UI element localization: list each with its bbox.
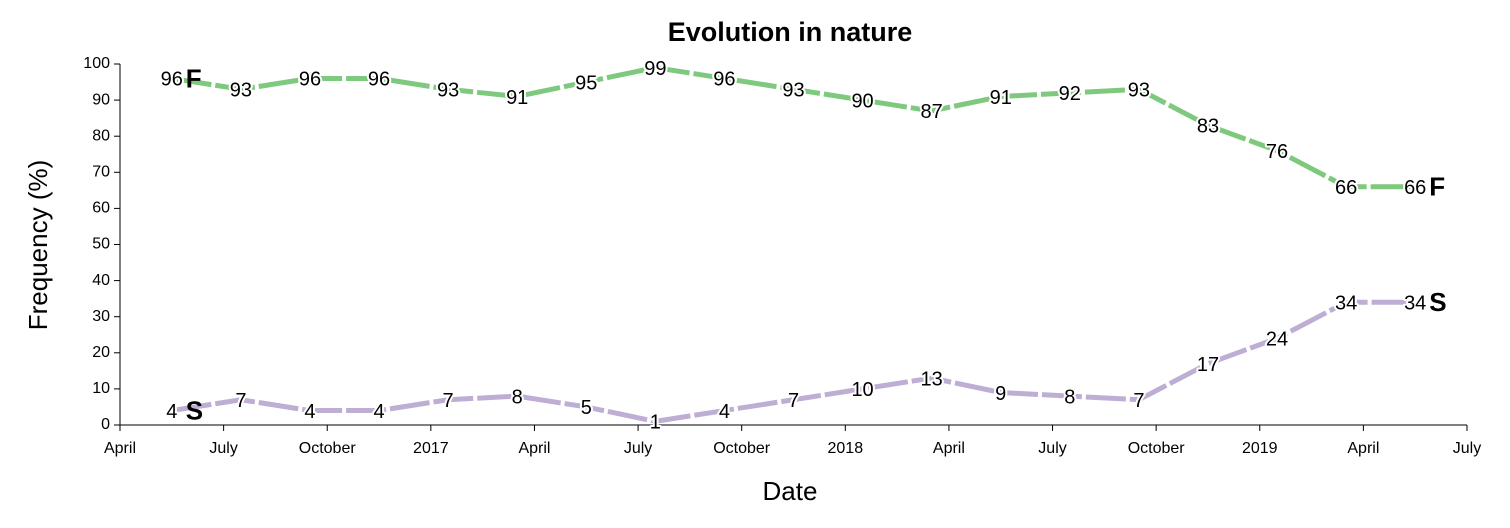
series-line: [171, 65, 1416, 190]
value-label: 93: [782, 80, 804, 102]
y-tick-label: 80: [92, 127, 110, 144]
x-tick-label: 2019: [1242, 440, 1278, 457]
y-tick-label: 0: [101, 416, 110, 433]
value-label: 17: [1197, 354, 1219, 376]
chart-title: Evolution in nature: [668, 17, 913, 47]
x-tick-label: July: [1038, 440, 1066, 457]
x-tick-label: October: [1128, 440, 1186, 457]
value-label: 1: [650, 412, 661, 434]
value-label: 93: [437, 80, 459, 102]
x-tick-label: October: [299, 440, 357, 457]
value-label: 93: [1128, 80, 1150, 102]
value-label: 13: [921, 368, 943, 390]
value-label: 7: [1133, 390, 1144, 412]
value-label: 34: [1404, 293, 1426, 315]
y-tick-label: 100: [83, 55, 110, 72]
y-tick-label: 70: [92, 164, 110, 181]
value-label: 93: [230, 80, 252, 102]
value-label: 4: [304, 401, 315, 423]
value-label: 4: [719, 401, 730, 423]
value-label: 4: [166, 401, 177, 423]
series-name: F: [1429, 172, 1445, 202]
value-label: 99: [644, 58, 666, 80]
value-label: 66: [1404, 177, 1426, 199]
value-label: 8: [512, 386, 523, 408]
x-tick-label: April: [933, 440, 965, 457]
value-label: 8: [1064, 386, 1075, 408]
value-label: 91: [506, 87, 528, 109]
value-label: 4: [373, 401, 384, 423]
y-tick-label: 50: [92, 236, 110, 253]
value-label: 76: [1266, 141, 1288, 163]
x-tick-label: October: [713, 440, 771, 457]
value-label: 7: [788, 390, 799, 412]
value-label: 7: [235, 390, 246, 412]
x-tick-label: April: [518, 440, 550, 457]
y-axis-label: Frequency (%): [23, 160, 53, 331]
y-tick-label: 30: [92, 308, 110, 325]
x-tick-label: 2017: [413, 440, 449, 457]
value-label: 92: [1059, 83, 1081, 105]
series-line: [171, 299, 1416, 424]
y-tick-label: 40: [92, 272, 110, 289]
value-label: 83: [1197, 116, 1219, 138]
value-label: 91: [990, 87, 1012, 109]
value-label: 5: [581, 397, 592, 419]
y-tick-label: 60: [92, 200, 110, 217]
value-label: 9: [995, 383, 1006, 405]
value-label: 90: [851, 90, 873, 112]
y-tick-label: 10: [92, 380, 110, 397]
value-label: 10: [851, 379, 873, 401]
x-axis-label: Date: [763, 476, 818, 506]
value-label: 7: [443, 390, 454, 412]
series-name: S: [1429, 287, 1446, 317]
value-label: 95: [575, 72, 597, 94]
y-tick-label: 90: [92, 91, 110, 108]
value-label: 96: [161, 69, 183, 91]
x-tick-label: 2018: [828, 440, 864, 457]
x-tick-label: July: [624, 440, 652, 457]
value-label: 66: [1335, 177, 1357, 199]
series-name: F: [186, 63, 202, 93]
value-label: 96: [299, 69, 321, 91]
series-name: S: [186, 395, 203, 425]
x-tick-label: April: [1347, 440, 1379, 457]
value-label: 96: [368, 69, 390, 91]
x-tick-label: July: [209, 440, 237, 457]
x-tick-label: April: [104, 440, 136, 457]
y-tick-label: 20: [92, 344, 110, 361]
x-tick-label: July: [1453, 440, 1481, 457]
value-label: 87: [921, 101, 943, 123]
value-label: 24: [1266, 329, 1288, 351]
value-label: 96: [713, 69, 735, 91]
value-label: 34: [1335, 293, 1357, 315]
